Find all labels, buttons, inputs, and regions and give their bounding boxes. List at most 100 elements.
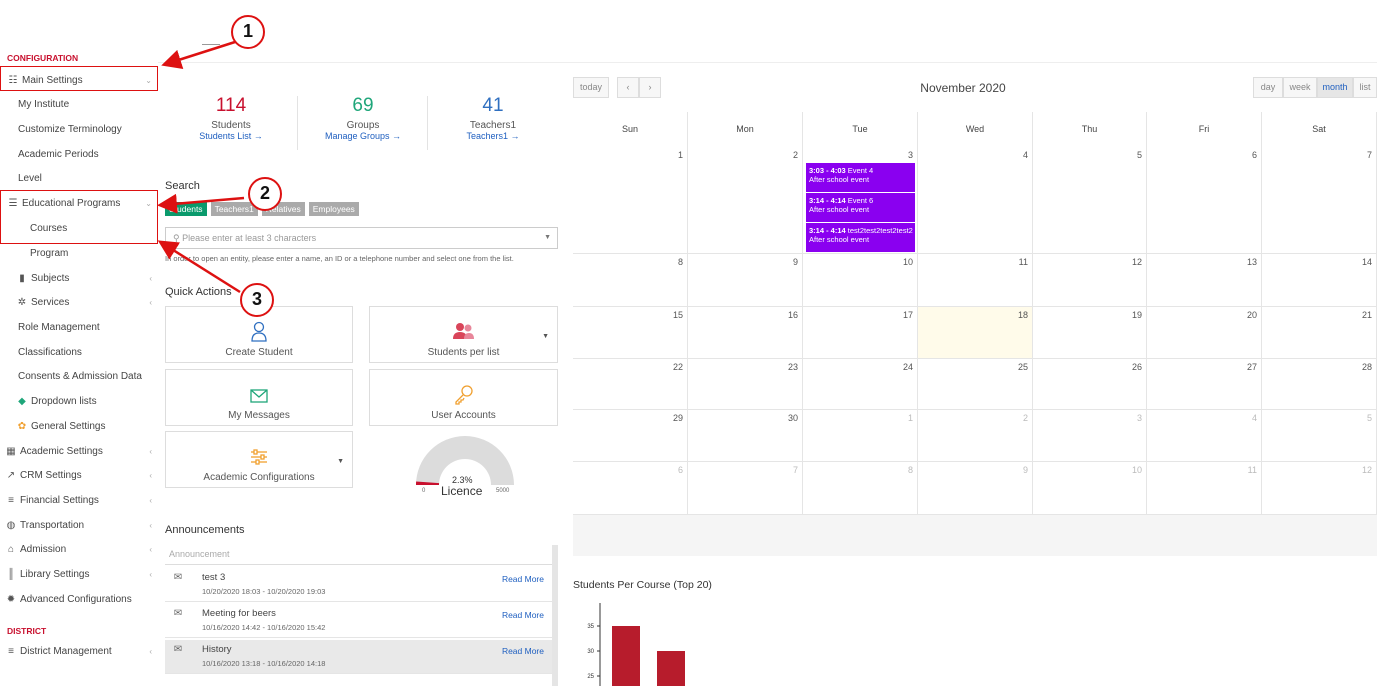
chevron-left-icon: ‹ <box>149 495 152 505</box>
sidebar-item-dropdown-lists[interactable]: ◆ Dropdown lists <box>0 389 158 413</box>
calendar-day-cell[interactable]: 3 3:03 - 4:03 Event 4 After school event 3:… <box>803 147 918 254</box>
view-day-button[interactable]: day <box>1253 77 1283 98</box>
sidebar-item-label: General Settings <box>31 420 106 432</box>
list-item[interactable]: ✉ History 10/16/2020 13:18 - 10/16/2020 … <box>165 640 552 674</box>
students-list-link[interactable]: Students List → <box>199 131 263 141</box>
scrollbar[interactable] <box>552 545 558 686</box>
calendar-day-cell[interactable]: 29 <box>573 410 688 462</box>
sidebar-item-services[interactable]: ✲ Services ‹ <box>0 290 158 314</box>
next-button[interactable]: › <box>639 77 661 98</box>
sidebar-item-crm-settings[interactable]: ↗ CRM Settings ‹ <box>0 463 158 487</box>
calendar-day-cell[interactable]: 2 <box>918 410 1033 462</box>
sidebar-item-academic-settings[interactable]: ▦ Academic Settings ‹ <box>0 439 158 463</box>
sidebar-item-subjects[interactable]: ▮ Subjects ‹ <box>0 266 158 290</box>
view-list-button[interactable]: list <box>1353 77 1377 98</box>
teachers-link[interactable]: Teachers1 → <box>466 131 520 141</box>
chevron-down-icon[interactable]: ▼ <box>542 333 549 340</box>
my-messages-button[interactable]: My Messages <box>165 369 353 426</box>
calendar-day-cell[interactable]: 23 <box>688 359 803 410</box>
calendar-day-cell[interactable]: 13 <box>1147 254 1262 307</box>
chart-bar[interactable] <box>612 626 640 686</box>
calendar-day-cell[interactable]: 17 <box>803 307 918 359</box>
sidebar-item-financial-settings[interactable]: ≡ Financial Settings ‹ <box>0 488 158 512</box>
calendar-event[interactable]: 3:14 - 4:14 test2test2test2test2 After sc… <box>806 223 915 252</box>
calendar-day-cell[interactable]: 18 <box>918 307 1033 359</box>
students-per-list-button[interactable]: Students per list ▼ <box>369 306 558 363</box>
sidebar-item-classifications[interactable]: Classifications <box>0 340 158 364</box>
calendar-day-cell[interactable]: 7 <box>1262 147 1377 254</box>
calendar-day-cell[interactable]: 24 <box>803 359 918 410</box>
calendar-day-cell[interactable]: 12 <box>1033 254 1147 307</box>
calendar-day-cell[interactable]: 3 <box>1033 410 1147 462</box>
tab-students[interactable]: Students <box>165 202 207 216</box>
sidebar-item-level[interactable]: Level <box>0 166 158 190</box>
calendar-day-cell[interactable]: 12 <box>1262 462 1377 515</box>
chevron-down-icon[interactable]: ▼ <box>337 458 344 465</box>
calendar-event[interactable]: 3:14 - 4:14 Event 6 After school event <box>806 193 915 222</box>
calendar-day-cell[interactable]: 9 <box>688 254 803 307</box>
read-more-link[interactable]: Read More <box>501 574 544 584</box>
sidebar-item-main-settings[interactable]: ☷ Main Settings ⌄ <box>0 68 158 92</box>
calendar-day-cell[interactable]: 6 <box>573 462 688 515</box>
calendar-day-cell[interactable]: 28 <box>1262 359 1377 410</box>
view-month-button[interactable]: month <box>1317 77 1353 98</box>
calendar-day-cell[interactable]: 26 <box>1033 359 1147 410</box>
search-input[interactable]: ⚲ Please enter at least 3 characters ▼ <box>165 227 558 249</box>
chart-bar[interactable] <box>657 651 685 686</box>
sidebar-item-program[interactable]: Program <box>0 241 158 265</box>
sidebar-item-courses[interactable]: Courses <box>0 216 158 240</box>
user-accounts-button[interactable]: User Accounts <box>369 369 558 426</box>
calendar-day-cell[interactable]: 11 <box>1147 462 1262 515</box>
academic-configurations-button[interactable]: Academic Configurations ▼ <box>165 431 353 488</box>
calendar-day-cell[interactable]: 20 <box>1147 307 1262 359</box>
sidebar-item-educational-programs[interactable]: ☰ Educational Programs ⌄ <box>0 191 158 215</box>
calendar-day-cell[interactable]: 7 <box>688 462 803 515</box>
calendar-day-cell[interactable]: 16 <box>688 307 803 359</box>
sidebar-item-my-institute[interactable]: My Institute <box>0 92 158 116</box>
calendar-day-cell[interactable]: 21 <box>1262 307 1377 359</box>
sidebar-item-library-settings[interactable]: ║ Library Settings ‹ <box>0 562 158 586</box>
calendar-day-cell[interactable]: 11 <box>918 254 1033 307</box>
calendar-event[interactable]: 3:03 - 4:03 Event 4 After school event <box>806 163 915 192</box>
calendar-day-cell[interactable]: 2 <box>688 147 803 254</box>
calendar-day-cell[interactable]: 8 <box>573 254 688 307</box>
calendar-day-cell[interactable]: 4 <box>1147 410 1262 462</box>
chevron-down-icon: ⌄ <box>145 75 152 85</box>
read-more-link[interactable]: Read More <box>501 646 544 656</box>
calendar-day-cell[interactable]: 4 <box>918 147 1033 254</box>
calendar-day-cell[interactable]: 5 <box>1033 147 1147 254</box>
sidebar-item-advanced-configurations[interactable]: ✹ Advanced Configurations <box>0 587 158 611</box>
calendar-day-cell[interactable]: 9 <box>918 462 1033 515</box>
day-number: 27 <box>1246 362 1257 372</box>
calendar-day-cell[interactable]: 15 <box>573 307 688 359</box>
calendar-day-cell[interactable]: 8 <box>803 462 918 515</box>
list-item[interactable]: ✉ test 3 10/20/2020 18:03 - 10/20/2020 1… <box>165 568 552 602</box>
prev-button[interactable]: ‹ <box>617 77 639 98</box>
sidebar-item-customize-terminology[interactable]: Customize Terminology <box>0 117 158 141</box>
read-more-link[interactable]: Read More <box>501 610 544 620</box>
sidebar-item-district-management[interactable]: ≡ District Management ‹ <box>0 639 158 663</box>
calendar-day-cell[interactable]: 1 <box>803 410 918 462</box>
view-week-button[interactable]: week <box>1283 77 1317 98</box>
sidebar-item-academic-periods[interactable]: Academic Periods <box>0 142 158 166</box>
calendar-day-cell[interactable]: 30 <box>688 410 803 462</box>
sidebar-item-consents-admission-data[interactable]: Consents & Admission Data <box>0 364 158 388</box>
sidebar-item-general-settings[interactable]: ✿ General Settings <box>0 414 158 438</box>
list-item[interactable]: ✉ Meeting for beers 10/16/2020 14:42 - 1… <box>165 604 552 638</box>
calendar-day-cell[interactable]: 25 <box>918 359 1033 410</box>
sidebar-item-transportation[interactable]: ◍ Transportation ‹ <box>0 513 158 537</box>
calendar-day-cell[interactable]: 10 <box>1033 462 1147 515</box>
sidebar-item-admission[interactable]: ⌂ Admission ‹ <box>0 537 158 561</box>
calendar-day-cell[interactable]: 19 <box>1033 307 1147 359</box>
calendar-day-cell[interactable]: 14 <box>1262 254 1377 307</box>
calendar-day-cell[interactable]: 1 <box>573 147 688 254</box>
today-button[interactable]: today <box>573 77 609 98</box>
manage-groups-link[interactable]: Manage Groups → <box>324 131 402 141</box>
calendar-day-cell[interactable]: 10 <box>803 254 918 307</box>
calendar-day-cell[interactable]: 5 <box>1262 410 1377 462</box>
calendar-day-cell[interactable]: 6 <box>1147 147 1262 254</box>
calendar-day-cell[interactable]: 27 <box>1147 359 1262 410</box>
calendar-day-cell[interactable]: 22 <box>573 359 688 410</box>
tab-employees[interactable]: Employees <box>308 202 359 216</box>
sidebar-item-role-management[interactable]: Role Management <box>0 315 158 339</box>
